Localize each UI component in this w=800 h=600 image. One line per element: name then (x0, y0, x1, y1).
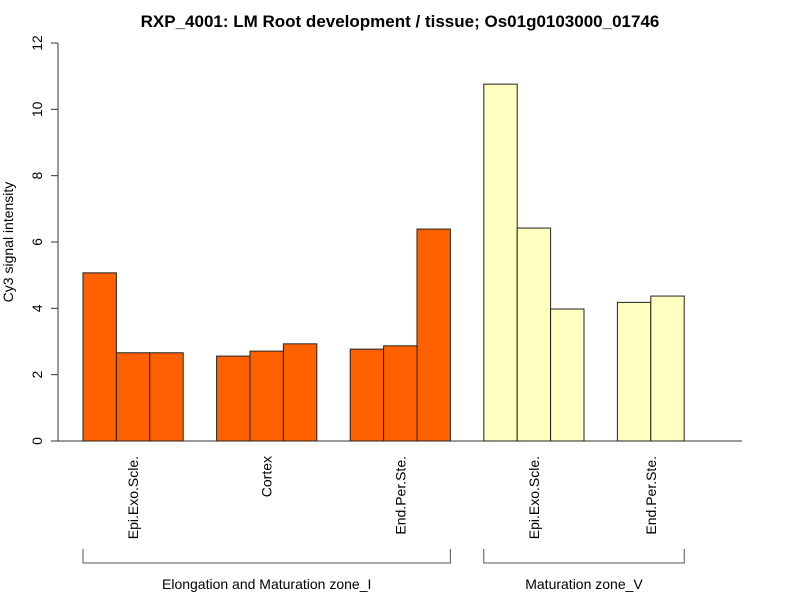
y-axis-label: Cy3 signal intensity (0, 182, 16, 303)
group-bracket (82, 549, 451, 564)
bar (483, 83, 518, 442)
y-tick-label: 12 (29, 35, 45, 51)
bar (115, 352, 151, 442)
bar (82, 272, 117, 442)
category-label: End.Per.Ste. (643, 456, 659, 535)
bar (650, 295, 685, 442)
y-tick-label: 10 (29, 101, 45, 117)
y-tick-label: 4 (29, 304, 45, 312)
category-labels: Epi.Exo.Scle. Cortex End.Per.Ste. Epi.Exo.S… (125, 456, 659, 539)
y-tick-label: 2 (29, 371, 45, 379)
bar (149, 352, 184, 442)
bar (416, 228, 451, 442)
bar (282, 343, 318, 442)
bar (516, 227, 552, 442)
group-label: Maturation zone_V (525, 576, 643, 592)
y-tick-label: 0 (29, 437, 45, 445)
y-axis: 0 2 4 6 8 10 12 (29, 35, 59, 445)
bar (216, 355, 251, 442)
bars (82, 83, 685, 442)
category-label: End.Per.Ste. (392, 456, 408, 535)
bar (249, 350, 284, 442)
group-bracket (483, 549, 685, 564)
bar (383, 345, 418, 442)
group-label: Elongation and Maturation zone_I (162, 576, 371, 592)
y-tick-label: 6 (29, 238, 45, 246)
bar (616, 301, 652, 442)
category-label: Epi.Exo.Scle. (125, 456, 141, 539)
category-label: Cortex (259, 456, 275, 497)
group-labels: Elongation and Maturation zone_I Maturati… (82, 549, 685, 592)
category-label: Epi.Exo.Scle. (526, 456, 542, 539)
bar (550, 308, 585, 442)
y-tick-label: 8 (29, 172, 45, 180)
chart-title: RXP_4001: LM Root development / tissue; … (141, 12, 660, 31)
bar (349, 348, 385, 442)
